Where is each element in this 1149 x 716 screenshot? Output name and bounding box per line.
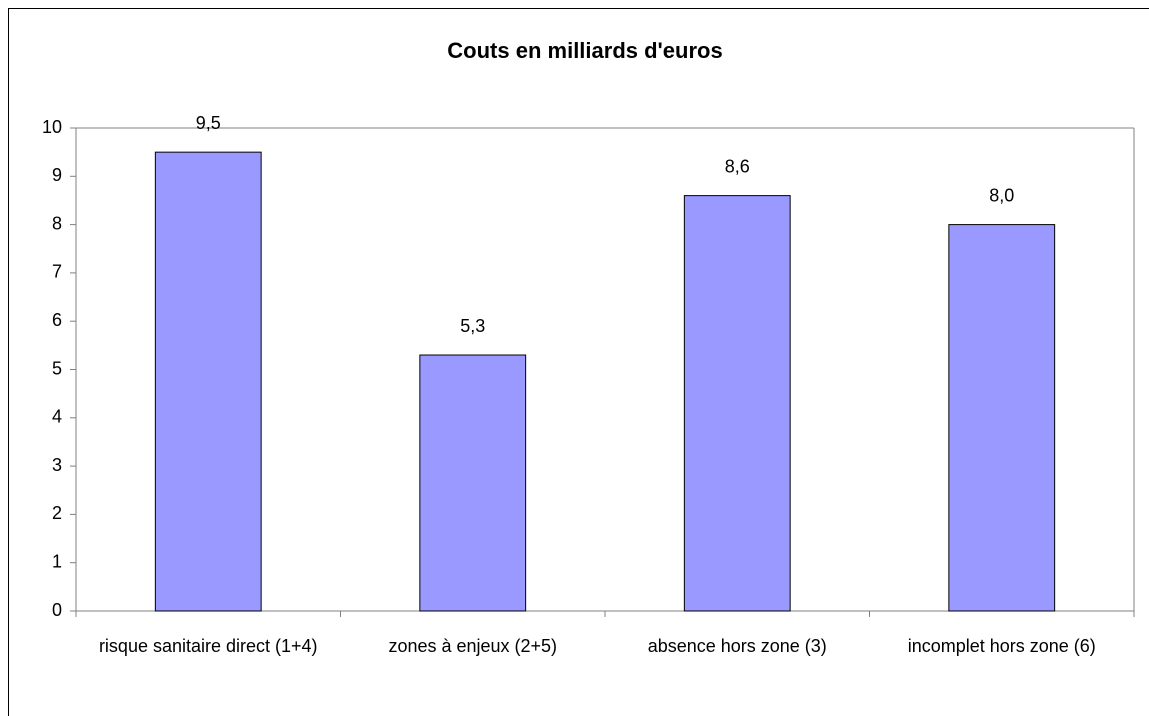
x-tick-label: risque sanitaire direct (1+4)	[98, 636, 318, 656]
y-tick-label: 3	[52, 455, 62, 475]
y-tick-label: 10	[42, 117, 62, 137]
x-tick-label: incomplet hors zone (6)	[907, 636, 1096, 656]
chart-border	[8, 8, 1149, 716]
bar	[683, 195, 791, 612]
value-label: 8,0	[989, 185, 1014, 205]
x-tick-label: absence hors zone (3)	[647, 636, 827, 656]
value-label: 8,6	[725, 156, 750, 176]
y-tick-label: 1	[52, 551, 62, 571]
y-tick-label: 5	[52, 358, 62, 378]
y-tick-label: 6	[52, 310, 62, 330]
y-tick-label: 2	[52, 503, 62, 523]
bar	[948, 224, 1056, 612]
y-tick-label: 9	[52, 165, 62, 185]
y-tick-label: 0	[52, 600, 62, 620]
y-tick-label: 4	[52, 407, 62, 427]
x-tick-label: zones à enjeux (2+5)	[388, 636, 558, 656]
y-tick-label: 7	[52, 262, 62, 282]
bar	[419, 354, 527, 612]
value-label: 5,3	[460, 316, 485, 336]
chart-title: Couts en milliards d'euros	[447, 38, 722, 63]
value-label: 9,5	[196, 113, 221, 133]
y-tick-label: 8	[52, 213, 62, 233]
bar	[154, 151, 262, 612]
